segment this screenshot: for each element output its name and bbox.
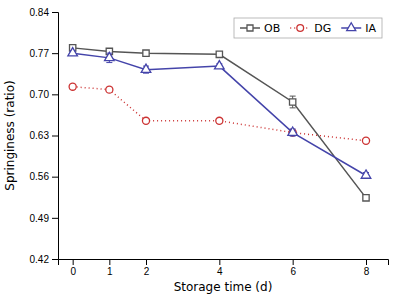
tick-mark [52, 53, 58, 54]
tick: 0.70 [30, 89, 58, 100]
tick-label: 2 [144, 266, 150, 277]
tick-mark [293, 259, 294, 265]
point [141, 64, 151, 72]
x-axis-title: Storage time (d) [174, 280, 273, 294]
tick-label: 1 [107, 266, 113, 277]
tick-mark [219, 259, 220, 265]
tick: 4 [217, 259, 223, 277]
tick: 2 [144, 259, 150, 277]
tick: 6 [290, 259, 296, 277]
plot-area [68, 45, 371, 201]
point [69, 83, 76, 90]
point [68, 48, 78, 56]
series [68, 48, 371, 179]
tick-mark [52, 259, 58, 260]
tick: 8 [364, 259, 370, 277]
point [288, 127, 298, 135]
tick: 0.56 [30, 171, 58, 182]
legend-label: DG [314, 22, 331, 35]
error-bar [290, 96, 296, 108]
point [361, 170, 371, 178]
series [69, 83, 369, 144]
axis-line [59, 260, 389, 266]
legend-item: IA [341, 22, 376, 35]
tick: 0.63 [30, 130, 58, 141]
legend-item: DG [290, 22, 331, 35]
tick-label: 0.77 [30, 48, 50, 59]
tick: 1 [107, 259, 113, 277]
x-axis: 0 1 2 4 6 8 [59, 259, 389, 277]
point [216, 117, 223, 124]
tick-label: 0.56 [30, 171, 50, 182]
legend-label: IA [365, 22, 376, 35]
legend-item: OB [240, 22, 280, 35]
legend-label: OB [264, 22, 280, 35]
tick-mark [146, 259, 147, 265]
error-bar-cap [290, 107, 296, 108]
tick-mark [366, 259, 367, 265]
legend-marker [347, 23, 356, 31]
series [70, 45, 370, 201]
tick-mark [73, 259, 74, 265]
point [216, 51, 222, 57]
point [362, 137, 369, 144]
legend-marker [247, 25, 253, 31]
tick: 0 [70, 259, 76, 277]
tick: 0.77 [30, 48, 58, 59]
tick-mark [52, 136, 58, 137]
tick-label: 0.84 [30, 7, 50, 18]
tick-mark [52, 218, 58, 219]
tick-label: 8 [364, 266, 370, 277]
legend-marker [297, 25, 304, 32]
tick: 0.42 [30, 254, 58, 265]
tick-label: 0.70 [30, 89, 50, 100]
tick-mark [52, 94, 58, 95]
axis-line [52, 13, 59, 260]
line [73, 87, 366, 141]
error-bar [363, 195, 369, 200]
tick-label: 0.42 [30, 254, 50, 265]
error-bar-cap [106, 62, 112, 63]
error-bar-cap [290, 96, 296, 97]
point [142, 117, 149, 124]
y-axis-title: Springiness (ratio) [3, 80, 17, 190]
tick: 0.49 [30, 213, 58, 224]
tick-label: 0 [70, 266, 76, 277]
legend-box [234, 18, 382, 38]
tick-mark [52, 12, 58, 13]
point [143, 50, 149, 56]
legend: OB DG IA [234, 18, 382, 38]
point [215, 61, 225, 69]
tick-label: 6 [290, 266, 296, 277]
tick-mark [52, 177, 58, 178]
tick-mark [109, 259, 110, 265]
tick: 0.84 [30, 7, 58, 18]
line [73, 48, 366, 198]
y-axis: 0.42 0.49 0.56 0.63 0.70 0.77 0.84 [30, 7, 59, 265]
point [290, 99, 296, 105]
point [105, 52, 115, 60]
line [73, 53, 366, 175]
point [106, 86, 113, 93]
chart: 0 1 2 4 6 8 0.42 0.49 0.56 0.63 0.70 0.77 0.84 Storag… [0, 0, 400, 299]
tick-label: 0.49 [30, 213, 50, 224]
tick-label: 0.63 [30, 130, 50, 141]
point [363, 195, 369, 201]
tick-label: 4 [217, 266, 223, 277]
